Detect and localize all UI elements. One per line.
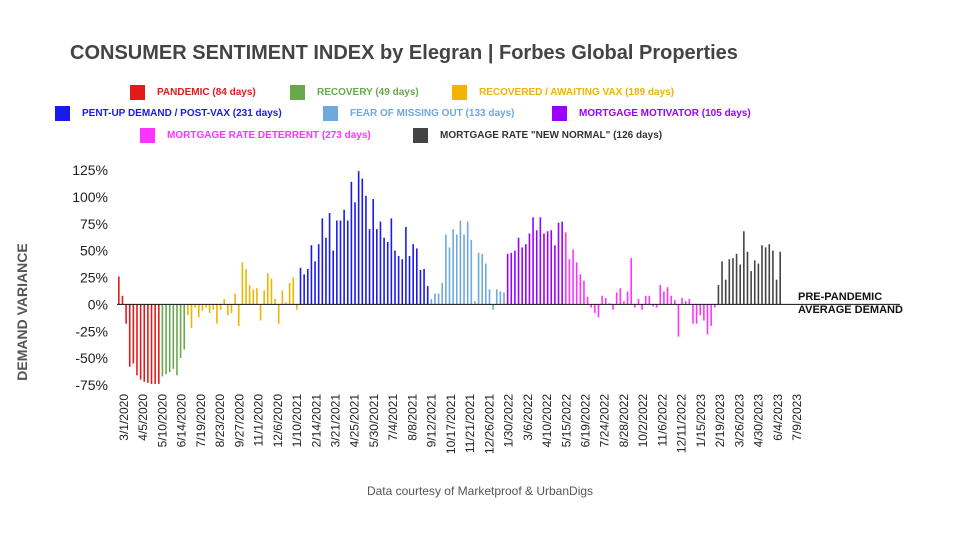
reference-label-line-2: AVERAGE DEMAND — [798, 304, 903, 316]
y-tick-label: 0% — [88, 296, 108, 312]
x-tick-label: 8/23/2020 — [213, 394, 227, 448]
x-tick-label: 10/2/2022 — [636, 394, 650, 448]
x-tick-label: 1/15/2023 — [694, 394, 708, 448]
legend-swatch — [323, 106, 338, 121]
x-tick-label: 9/12/2021 — [425, 394, 439, 448]
x-axis-ticks: 3/1/2020 4/5/2020 5/10/2020 6/14/2020 7/19/2… — [117, 394, 804, 454]
legend-swatch — [130, 85, 145, 100]
x-tick-label: 5/30/2021 — [367, 394, 381, 448]
legend-swatch — [452, 85, 467, 100]
x-tick-label: 4/25/2021 — [348, 394, 362, 448]
x-tick-label: 8/8/2021 — [405, 394, 419, 441]
x-tick-label: 11/21/2021 — [463, 394, 477, 453]
legend-swatch — [413, 128, 428, 143]
x-tick-label: 11/1/2020 — [252, 394, 266, 447]
chart-title: CONSUMER SENTIMENT INDEX by Elegran | Fo… — [70, 42, 738, 64]
x-tick-label: 1/10/2021 — [290, 394, 304, 448]
y-tick-label: -75% — [75, 377, 108, 393]
x-tick-label: 11/6/2022 — [655, 394, 669, 447]
legend-label: MORTGAGE MOTIVATOR (105 days) — [579, 108, 751, 119]
legend-swatch — [140, 128, 155, 143]
x-tick-label: 12/26/2021 — [482, 394, 496, 454]
x-tick-label: 8/28/2022 — [617, 394, 631, 448]
legend-label: MORTGAGE RATE DETERRENT (273 days) — [167, 130, 371, 141]
x-tick-label: 3/6/2022 — [521, 394, 535, 441]
legend-swatch — [290, 85, 305, 100]
x-tick-label: 3/1/2020 — [117, 394, 131, 441]
legend-swatch — [552, 106, 567, 121]
x-tick-label: 5/15/2022 — [559, 394, 573, 448]
legend-item: MORTGAGE MOTIVATOR (105 days) — [552, 106, 751, 121]
x-tick-label: 7/4/2021 — [386, 394, 400, 441]
legend-item: RECOVERED / AWAITING VAX (189 days) — [452, 85, 674, 100]
y-tick-label: 125% — [72, 162, 108, 178]
reference-label-line-1: PRE-PANDEMIC — [798, 291, 883, 303]
x-tick-label: 4/10/2022 — [540, 394, 554, 448]
x-tick-label: 5/10/2020 — [155, 394, 169, 448]
x-tick-label: 3/21/2021 — [329, 394, 343, 448]
y-axis-ticks: 125% 100% 75% 50% 25% 0% -25% -50% -75% — [72, 162, 108, 393]
legend-label: PENT-UP DEMAND / POST-VAX (231 days) — [82, 108, 282, 119]
y-tick-label: 100% — [72, 189, 108, 205]
legend-label: PANDEMIC (84 days) — [157, 87, 256, 98]
x-tick-label: 4/30/2023 — [752, 394, 766, 448]
x-tick-label: 9/27/2020 — [232, 394, 246, 448]
x-tick-label: 6/14/2020 — [175, 394, 189, 448]
y-tick-label: 50% — [80, 243, 108, 259]
legend-item: FEAR OF MISSING OUT (133 days) — [323, 106, 514, 121]
x-tick-label: 3/26/2023 — [732, 394, 746, 448]
y-tick-label: -50% — [75, 350, 108, 366]
legend-swatch — [55, 106, 70, 121]
x-tick-label: 10/17/2021 — [444, 394, 458, 454]
y-tick-label: -25% — [75, 323, 108, 339]
legend-label: RECOVERY (49 days) — [317, 87, 419, 98]
x-tick-label: 2/19/2023 — [713, 394, 727, 448]
x-tick-label: 12/6/2020 — [271, 394, 285, 448]
legend-item: RECOVERY (49 days) — [290, 85, 419, 100]
legend-item: PANDEMIC (84 days) — [130, 85, 256, 100]
legend-label: FEAR OF MISSING OUT (133 days) — [350, 108, 515, 119]
x-tick-label: 6/4/2023 — [771, 394, 785, 441]
y-tick-label: 25% — [80, 270, 108, 286]
x-tick-label: 2/14/2021 — [309, 394, 323, 448]
y-tick-label: 75% — [80, 216, 108, 232]
legend-item: MORTGAGE RATE "NEW NORMAL" (126 days) — [413, 128, 662, 143]
x-tick-label: 12/11/2022 — [675, 394, 689, 453]
x-tick-label: 1/30/2022 — [502, 394, 516, 448]
data-credit: Data courtesy of Marketproof & UrbanDigs — [366, 484, 594, 498]
legend-label: RECOVERED / AWAITING VAX (189 days) — [479, 87, 675, 98]
legend-label: MORTGAGE RATE "NEW NORMAL" (126 days) — [440, 130, 663, 141]
bars — [118, 171, 781, 384]
legend-item: MORTGAGE RATE DETERRENT (273 days) — [140, 128, 371, 143]
x-tick-label: 7/24/2022 — [598, 394, 612, 448]
x-tick-label: 7/19/2020 — [194, 394, 208, 448]
legend-item: PENT-UP DEMAND / POST-VAX (231 days) — [55, 106, 282, 121]
x-tick-label: 7/9/2023 — [790, 394, 804, 441]
x-tick-label: 6/19/2022 — [578, 394, 592, 448]
reference-line-label: PRE-PANDEMIC AVERAGE DEMAND — [798, 291, 903, 317]
x-tick-label: 4/5/2020 — [136, 394, 150, 441]
